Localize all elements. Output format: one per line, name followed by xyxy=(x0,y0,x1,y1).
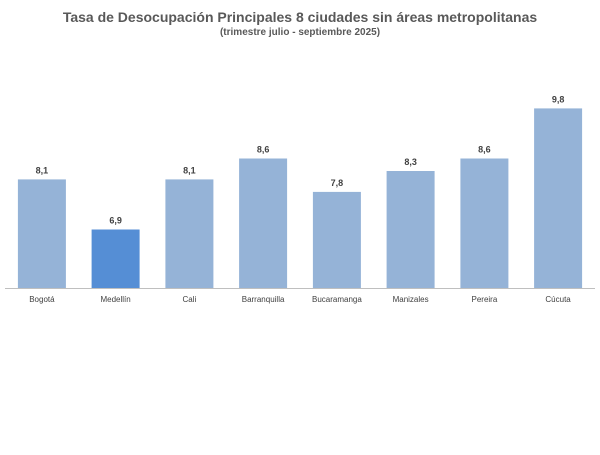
data-label-5: 8,3 xyxy=(404,157,417,167)
x-tick-label-4: Bucaramanga xyxy=(312,295,362,304)
data-label-4: 7,8 xyxy=(331,178,344,188)
bar-7 xyxy=(534,108,583,289)
data-label-7: 9,8 xyxy=(552,94,565,104)
x-tick-label-3: Barranquilla xyxy=(242,295,285,304)
bar-4 xyxy=(312,191,361,288)
x-tick-label-7: Cúcuta xyxy=(545,295,571,304)
bar-chart-plot: 8,1 Bogotá 6,9 Medellín 8,1 Cali 8,6 Barranquil… xyxy=(5,94,595,304)
bar-3 xyxy=(239,158,288,288)
bar-2 xyxy=(165,179,214,288)
chart-subtitle: (trimestre julio - septiembre 2025) xyxy=(219,27,381,38)
chart-container: Tasa de Desocupación Principales 8 ciuda… xyxy=(5,9,595,304)
data-label-2: 8,1 xyxy=(183,165,196,175)
x-tick-label-5: Manizales xyxy=(393,295,429,304)
data-label-0: 8,1 xyxy=(36,165,49,175)
bar-0 xyxy=(17,179,66,288)
x-tick-label-1: Medellín xyxy=(100,295,130,304)
data-label-3: 8,6 xyxy=(257,145,270,155)
data-label-6: 8,6 xyxy=(478,145,491,155)
data-label-1: 6,9 xyxy=(109,216,122,226)
x-tick-label-0: Bogotá xyxy=(29,295,55,304)
bar-1 xyxy=(91,229,140,288)
chart-title: Tasa de Desocupación Principales 8 ciuda… xyxy=(62,9,538,25)
x-tick-label-2: Cali xyxy=(183,295,197,304)
x-tick-label-6: Pereira xyxy=(472,295,498,304)
bar-5 xyxy=(386,171,435,288)
bar-6 xyxy=(460,158,509,288)
